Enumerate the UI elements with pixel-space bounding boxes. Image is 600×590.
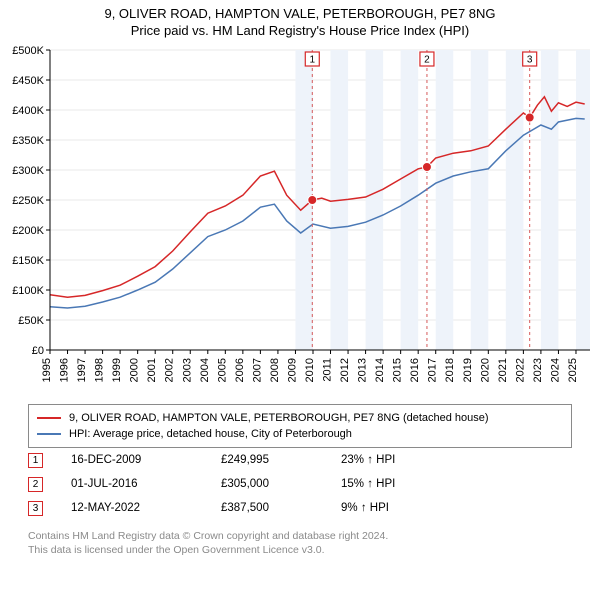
transaction-date: 16-DEC-2009 [71,454,221,466]
x-tick-label: 2009 [286,358,298,382]
y-tick-label: £400K [12,105,44,117]
x-tick-label: 2004 [199,358,211,382]
legend-swatch [37,433,61,435]
x-tick-label: 2018 [444,358,456,382]
x-tick-label: 2022 [514,358,526,382]
transaction-price: £249,995 [221,454,341,466]
x-tick-label: 2000 [129,358,141,382]
x-tick-label: 2005 [216,358,228,382]
transaction-pct: 9% ↑ HPI [341,502,461,514]
y-tick-label: £350K [12,135,44,147]
footnote-line2: This data is licensed under the Open Gov… [28,544,388,558]
legend-row: HPI: Average price, detached house, City… [37,426,563,442]
transaction-pct: 15% ↑ HPI [341,478,461,490]
legend-swatch [37,417,61,419]
transaction-date: 01-JUL-2016 [71,478,221,490]
marker-number: 2 [424,55,430,66]
transaction-date: 12-MAY-2022 [71,502,221,514]
transaction-row: 1 16-DEC-2009£249,99523% ↑ HPI [28,448,572,472]
x-tick-label: 2006 [234,358,246,382]
legend-label: HPI: Average price, detached house, City… [69,428,352,440]
title-address: 9, OLIVER ROAD, HAMPTON VALE, PETERBOROU… [0,6,600,21]
x-tick-label: 2015 [392,358,404,382]
transaction-pct: 23% ↑ HPI [341,454,461,466]
x-tick-label: 2023 [532,358,544,382]
legend-row: 9, OLIVER ROAD, HAMPTON VALE, PETERBOROU… [37,410,563,426]
marker-dot [525,113,534,122]
x-tick-label: 2017 [427,358,439,382]
y-tick-label: £150K [12,255,44,267]
x-tick-label: 1996 [59,358,71,382]
y-tick-label: £50K [18,315,44,327]
y-tick-label: £100K [12,285,44,297]
transaction-marker: 3 [28,501,43,516]
title-subtitle: Price paid vs. HM Land Registry's House … [0,23,600,38]
transaction-marker: 2 [28,477,43,492]
x-tick-label: 2010 [304,358,316,382]
x-tick-label: 2025 [567,358,579,382]
y-tick-label: £300K [12,165,44,177]
marker-dot [308,196,317,205]
x-tick-label: 2008 [269,358,281,382]
y-tick-label: £500K [12,45,44,57]
x-tick-label: 2013 [357,358,369,382]
y-tick-label: £200K [12,225,44,237]
x-tick-label: 1995 [41,358,53,382]
x-tick-label: 1997 [76,358,88,382]
x-tick-label: 2007 [251,358,263,382]
y-tick-label: £450K [12,75,44,87]
y-tick-label: £250K [12,195,44,207]
transactions-table: 1 16-DEC-2009£249,99523% ↑ HPI 2 01-JUL-201… [28,448,572,520]
x-tick-label: 2014 [374,358,386,382]
x-tick-label: 2019 [462,358,474,382]
y-tick-label: £0 [32,345,44,357]
chart-container: 9, OLIVER ROAD, HAMPTON VALE, PETERBOROU… [0,0,600,590]
transaction-price: £305,000 [221,478,341,490]
transaction-row: 3 12-MAY-2022£387,5009% ↑ HPI [28,496,572,520]
x-tick-label: 2016 [409,358,421,382]
footnote: Contains HM Land Registry data © Crown c… [28,530,388,557]
footnote-line1: Contains HM Land Registry data © Crown c… [28,530,388,544]
x-tick-label: 2020 [479,358,491,382]
x-tick-label: 2001 [146,358,158,382]
x-tick-label: 2003 [181,358,193,382]
chart-area: £0 £50K £100K £150K £200K £250K £300K £350K £400… [0,44,600,396]
marker-number: 3 [527,55,533,66]
x-tick-label: 1999 [111,358,123,382]
marker-number: 1 [310,55,316,66]
transaction-marker: 1 [28,453,43,468]
x-tick-label: 1998 [94,358,106,382]
x-tick-label: 2021 [497,358,509,382]
legend-label: 9, OLIVER ROAD, HAMPTON VALE, PETERBOROU… [69,412,489,424]
x-tick-label: 2002 [164,358,176,382]
legend: 9, OLIVER ROAD, HAMPTON VALE, PETERBOROU… [28,404,572,448]
transaction-row: 2 01-JUL-2016£305,00015% ↑ HPI [28,472,572,496]
title-block: 9, OLIVER ROAD, HAMPTON VALE, PETERBOROU… [0,0,600,38]
marker-dot [422,163,431,172]
chart-svg: £0 £50K £100K £150K £200K £250K £300K £350K £400… [0,44,600,396]
x-tick-label: 2012 [339,358,351,382]
x-tick-label: 2024 [549,358,561,382]
x-tick-label: 2011 [322,358,334,382]
transaction-price: £387,500 [221,502,341,514]
